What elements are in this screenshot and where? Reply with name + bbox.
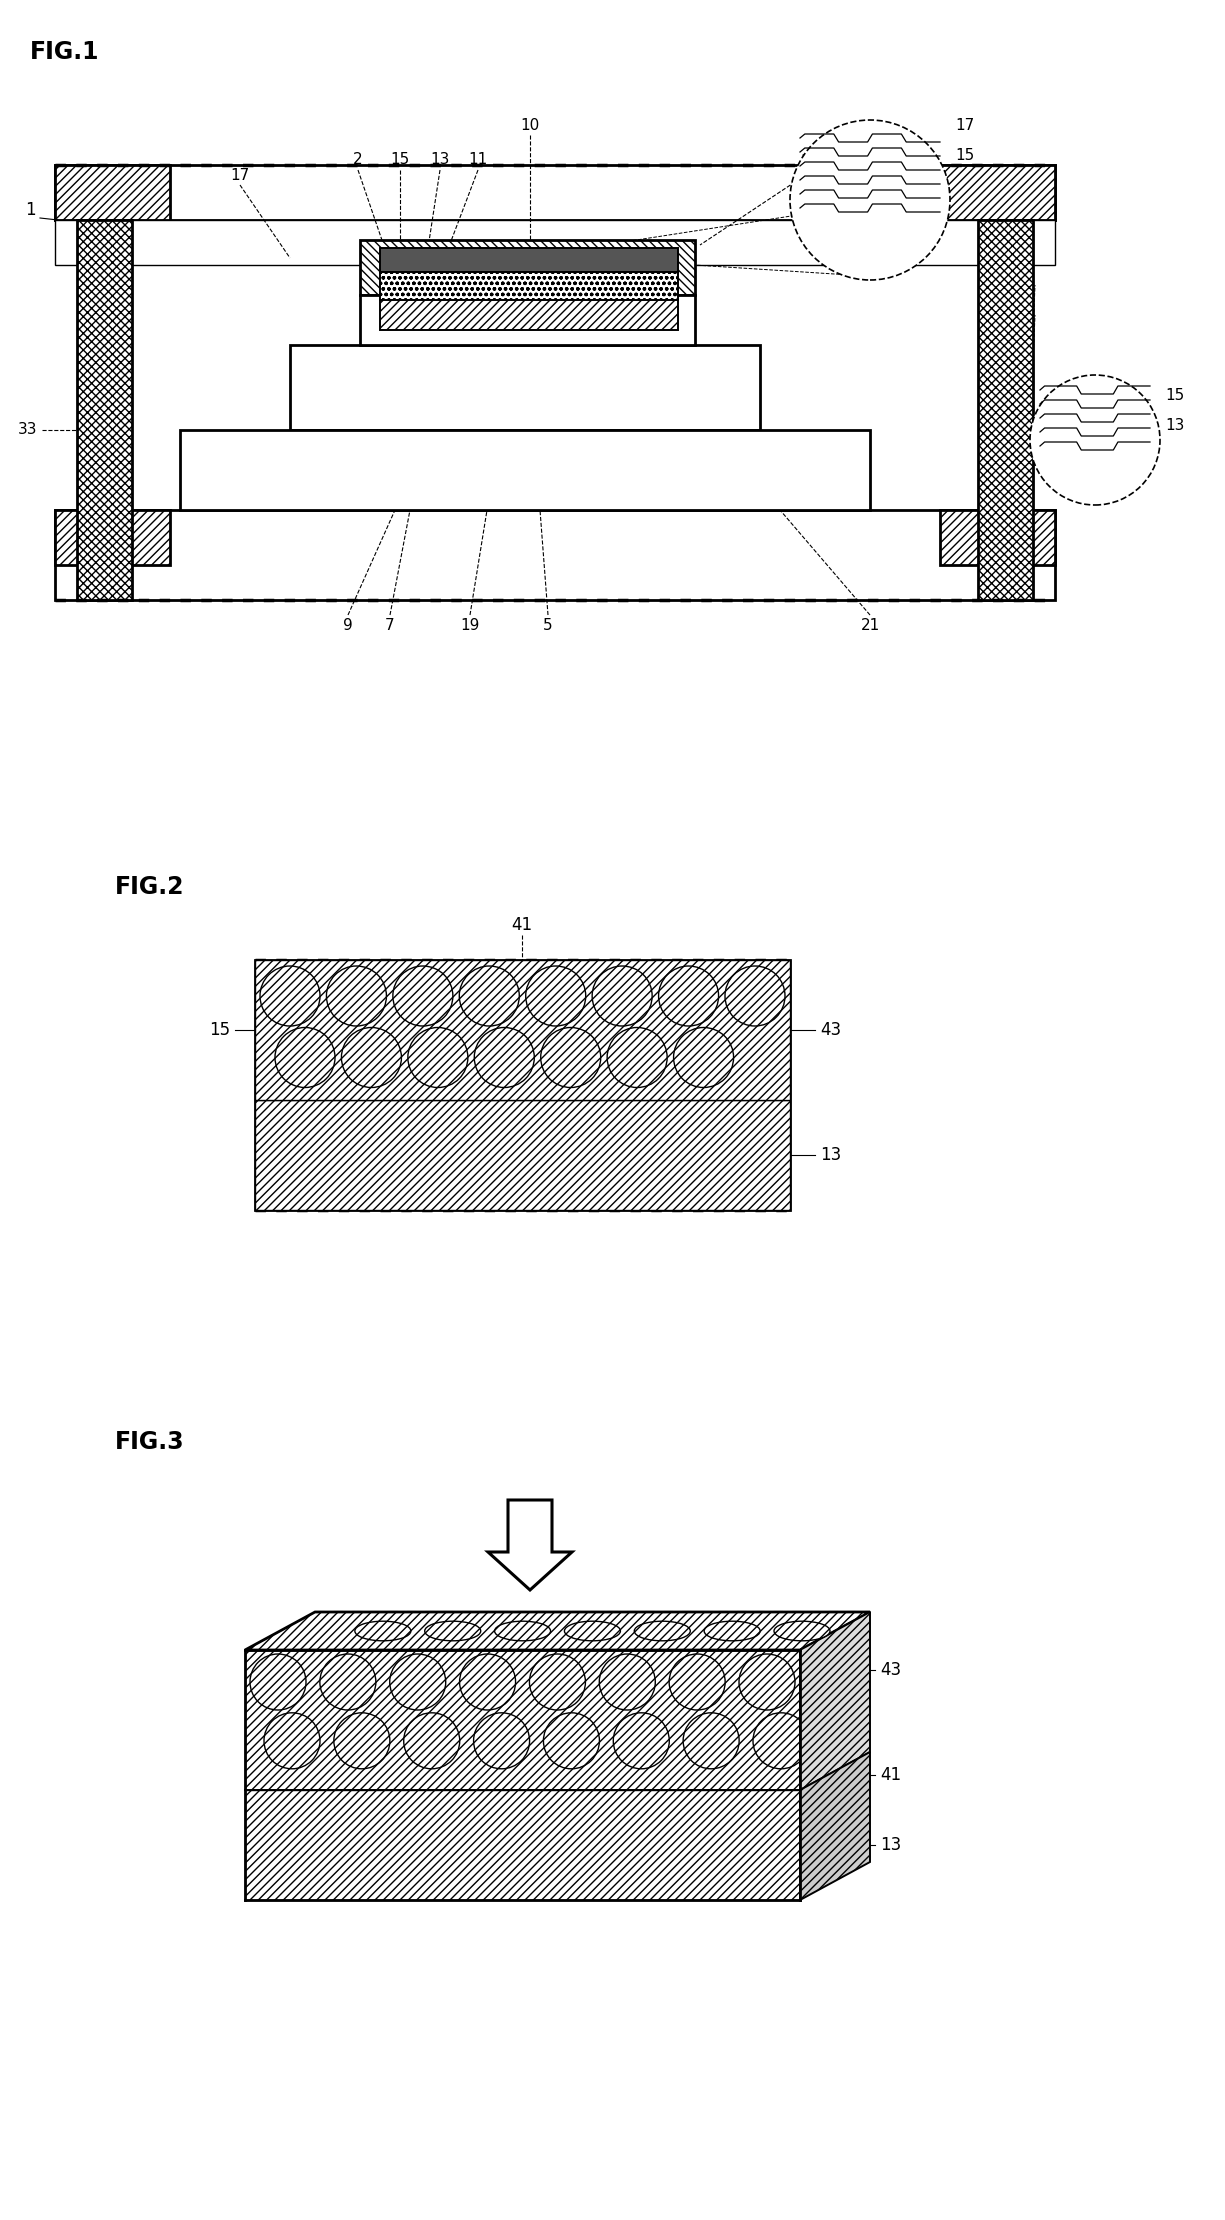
Text: 43: 43 [880, 1661, 902, 1678]
Text: 15: 15 [391, 153, 409, 166]
Text: 17: 17 [230, 166, 250, 182]
Circle shape [334, 1714, 390, 1769]
Text: 13: 13 [1165, 417, 1185, 433]
Circle shape [529, 1654, 586, 1709]
Ellipse shape [635, 1621, 690, 1641]
Circle shape [459, 1654, 516, 1709]
Circle shape [265, 1714, 320, 1769]
Text: FIG.1: FIG.1 [29, 40, 99, 64]
Text: 33: 33 [18, 422, 38, 437]
Polygon shape [380, 249, 677, 273]
Polygon shape [940, 164, 1055, 220]
Polygon shape [180, 431, 870, 511]
Polygon shape [245, 1612, 870, 1649]
Circle shape [739, 1654, 795, 1709]
Polygon shape [290, 344, 760, 431]
Circle shape [390, 1654, 446, 1709]
Text: 41: 41 [512, 917, 533, 935]
Circle shape [260, 966, 320, 1026]
Polygon shape [380, 273, 677, 300]
Polygon shape [360, 295, 695, 344]
Circle shape [592, 966, 652, 1026]
Polygon shape [245, 1789, 800, 1900]
Text: 11: 11 [468, 153, 488, 166]
Text: 10: 10 [521, 118, 540, 133]
Circle shape [544, 1714, 599, 1769]
Circle shape [608, 1028, 668, 1088]
Circle shape [393, 966, 453, 1026]
Circle shape [320, 1654, 376, 1709]
Circle shape [474, 1028, 534, 1088]
Text: 2: 2 [353, 153, 363, 166]
Ellipse shape [495, 1621, 550, 1641]
Circle shape [659, 966, 719, 1026]
Text: 7: 7 [385, 617, 394, 633]
Polygon shape [488, 1501, 572, 1590]
Circle shape [526, 966, 586, 1026]
Polygon shape [255, 959, 790, 1210]
Text: FIG.3: FIG.3 [115, 1430, 185, 1454]
Text: 41: 41 [880, 1765, 902, 1785]
Ellipse shape [355, 1621, 410, 1641]
Polygon shape [800, 1612, 870, 1789]
Circle shape [250, 1654, 306, 1709]
Circle shape [274, 1028, 334, 1088]
Circle shape [326, 966, 386, 1026]
Text: 21: 21 [860, 617, 880, 633]
Circle shape [669, 1654, 725, 1709]
Text: 43: 43 [820, 1021, 842, 1039]
Ellipse shape [565, 1621, 620, 1641]
Polygon shape [255, 1099, 790, 1210]
Circle shape [408, 1028, 468, 1088]
Ellipse shape [425, 1621, 480, 1641]
Polygon shape [55, 220, 1055, 264]
Text: 15: 15 [956, 149, 974, 162]
Polygon shape [245, 1649, 800, 1789]
Circle shape [725, 966, 785, 1026]
Polygon shape [77, 220, 132, 599]
Polygon shape [55, 511, 170, 566]
Ellipse shape [774, 1621, 831, 1641]
Polygon shape [800, 1752, 870, 1900]
Circle shape [540, 1028, 600, 1088]
Circle shape [342, 1028, 402, 1088]
Circle shape [614, 1714, 669, 1769]
Text: FIG.2: FIG.2 [115, 875, 185, 899]
Polygon shape [55, 164, 1055, 220]
Text: 15: 15 [209, 1021, 230, 1039]
Text: 13: 13 [430, 153, 450, 166]
Text: 19: 19 [461, 617, 480, 633]
Text: 13: 13 [820, 1146, 842, 1163]
Polygon shape [55, 511, 1055, 599]
Circle shape [404, 1714, 459, 1769]
Circle shape [1030, 375, 1160, 504]
Text: 31: 31 [800, 155, 820, 169]
Polygon shape [940, 511, 1055, 566]
Circle shape [674, 1028, 734, 1088]
Polygon shape [380, 300, 677, 331]
Circle shape [459, 966, 519, 1026]
Text: 9: 9 [343, 617, 353, 633]
Text: 13: 13 [880, 1836, 902, 1854]
Text: 15: 15 [1165, 388, 1185, 404]
Polygon shape [360, 240, 695, 295]
Polygon shape [255, 959, 790, 1099]
Circle shape [753, 1714, 808, 1769]
Polygon shape [978, 220, 1033, 599]
Circle shape [684, 1714, 739, 1769]
Circle shape [474, 1714, 529, 1769]
Text: 1: 1 [24, 202, 36, 220]
Text: 5: 5 [543, 617, 552, 633]
Circle shape [790, 120, 951, 280]
Circle shape [599, 1654, 655, 1709]
Text: 17: 17 [956, 118, 974, 133]
Ellipse shape [704, 1621, 761, 1641]
Polygon shape [55, 164, 170, 220]
